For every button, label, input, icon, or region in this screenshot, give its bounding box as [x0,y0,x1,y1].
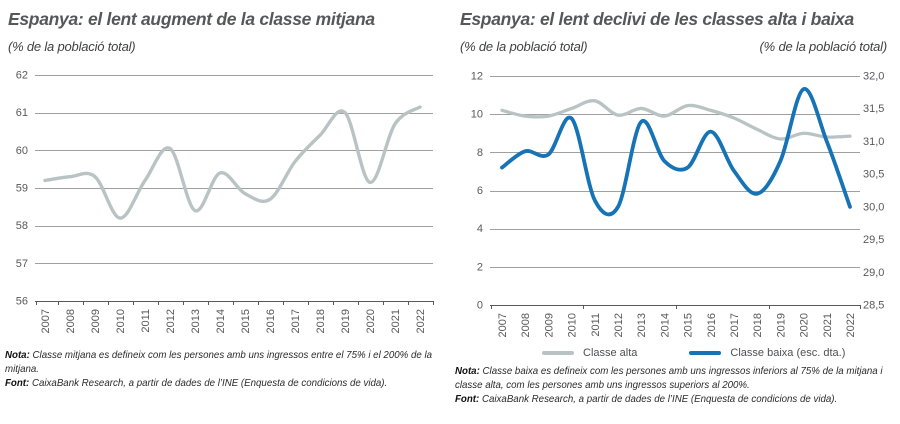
nota-text: Classe baixa es defineix com les persone… [455,365,883,392]
middle-class-line-chart: 62 61 60 59 58 57 56 2007 2008 2009 2010 2011 2012 20… [16,70,434,333]
x-axis-label: 2007 [40,309,52,333]
legend-item-classe-baixa: Classe baixa (esc. dta.) [689,347,845,359]
y-axis-tick-label: 2 [477,261,483,273]
nota-label: Nota: [5,349,30,361]
x-axis-label: 2020 [799,313,811,337]
y-axis-tick-label: 58 [16,220,28,232]
font-text: CaixaBank Research, a partir de dades de… [31,377,388,390]
x-axis-label: 2015 [683,313,695,337]
y-axis-tick-label: 59 [16,183,28,195]
y-axis-tick-label: 56 [16,296,28,308]
y-axis-right-tick-label: 29,5 [863,234,884,246]
x-axis-label: 2019 [340,309,352,333]
y-axis-tick-label: 60 [16,145,28,157]
x-axis-label: 2012 [613,313,625,337]
x-axis-label: 2018 [752,313,764,337]
upper-lower-class-line-chart: 12 10 8 6 4 2 0 32,0 31,5 31,0 30,5 30,0 29,5 29,0 28,… [471,71,885,338]
x-axis-label: 2009 [543,313,555,337]
chart-legend: Classe alta Classe baixa (esc. dta.) [542,347,845,359]
x-axis-label: 2007 [497,313,509,337]
x-axis-label: 2012 [165,309,177,333]
panel-upper-lower-class: Espanya: el lent declivi de les classes … [450,0,900,424]
y-axis-right-tick-label: 30,0 [863,201,884,213]
legend-item-classe-alta: Classe alta [542,347,637,359]
x-axis-label: 2021 [822,313,834,337]
x-axis-label: 2017 [290,309,302,333]
x-axis-label: 2008 [65,309,77,333]
y-axis-right-tick-label: 30,5 [863,169,884,181]
chart-title-left: Espanya: el lent augment de la classe mi… [8,9,375,29]
series-line-classe-alta [500,99,852,141]
subtitle-row-right: (% de la població total) (% de la poblac… [460,39,887,54]
x-axis-label: 2022 [845,313,857,337]
y-axis-right-tick-label: 31,5 [863,103,884,115]
y-axis-tick-label: 61 [16,107,28,119]
chart-title-right: Espanya: el lent declivi de les classes … [460,9,854,29]
panel-middle-class: Espanya: el lent augment de la classe mi… [5,9,437,389]
x-axis-label: 2021 [390,309,402,333]
x-axis-label: 2009 [90,309,102,333]
y-axis-right-tick-label: 29,0 [863,267,884,279]
y-axis-tick-label: 4 [477,223,483,235]
legend-label-classe-alta: Classe alta [583,347,638,359]
y-axis-tick-label: 57 [16,258,28,270]
font-label: Font: [455,393,480,406]
nota-label: Nota: [455,365,480,377]
font-label: Font: [5,377,30,390]
x-axis-label: 2011 [590,313,602,337]
x-axis-label: 2020 [365,309,377,333]
note-left: Nota: Classe mitjana es defineix com les… [5,348,455,390]
x-axis-label: 2010 [567,313,579,337]
font-text: CaixaBank Research, a partir de dades de… [481,393,838,406]
x-axis-label: 2013 [190,309,202,333]
y-axis-tick-label: 10 [471,109,483,121]
y-axis-tick-label: 8 [477,147,483,159]
y-axis-right-tick-label: 32,0 [863,71,884,83]
x-axis-label: 2016 [706,313,718,337]
note-right: Nota: Classe baixa es defineix com les p… [455,364,900,406]
x-axis-label: 2016 [265,309,277,333]
y-axis-tick-label: 0 [477,300,483,312]
nota-text: Classe mitjana es defineix com les perso… [5,349,433,376]
classe-baixa-line-swatch [689,351,722,355]
y-axis-tick-label: 12 [471,71,483,83]
chart-subtitle-right-axis-right: (% de la població total) [759,39,888,54]
x-axis-label: 2013 [636,313,648,337]
x-axis-label: 2014 [215,309,227,333]
legend-label-classe-baixa: Classe baixa (esc. dta.) [730,347,846,359]
x-axis-label: 2014 [659,313,671,337]
x-axis-label: 2017 [729,313,741,337]
x-axis-label: 2018 [315,309,327,333]
classe-alta-line-swatch [542,351,574,355]
chart-subtitle-left: (% de la població total) [8,39,136,54]
subtitle-row-left: (% de la població total) [8,39,437,54]
y-axis-right-tick-label: 31,0 [863,136,884,148]
x-axis-label: 2010 [115,309,127,333]
x-axis-label: 2011 [140,309,152,333]
x-axis-label: 2022 [415,309,427,333]
chart-subtitle-right-axis-left: (% de la població total) [460,39,588,54]
x-axis-label: 2019 [775,313,787,337]
x-axis-label: 2008 [520,313,532,337]
y-axis-tick-label: 62 [16,70,28,82]
x-axis-label: 2015 [240,309,252,333]
y-axis-right-tick-label: 28,5 [863,300,884,312]
series-line-classe-mitjana [43,105,422,220]
y-axis-tick-label: 6 [477,185,483,197]
series-line-classe-baixa-esc-dta [500,87,852,217]
